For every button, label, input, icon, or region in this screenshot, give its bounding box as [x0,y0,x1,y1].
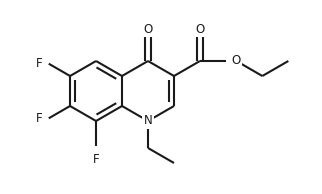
Text: N: N [144,114,152,127]
Text: O: O [143,23,153,36]
Text: F: F [36,112,43,125]
Text: F: F [36,57,43,70]
Text: O: O [232,55,241,68]
Text: F: F [93,153,99,166]
Text: O: O [195,23,204,36]
